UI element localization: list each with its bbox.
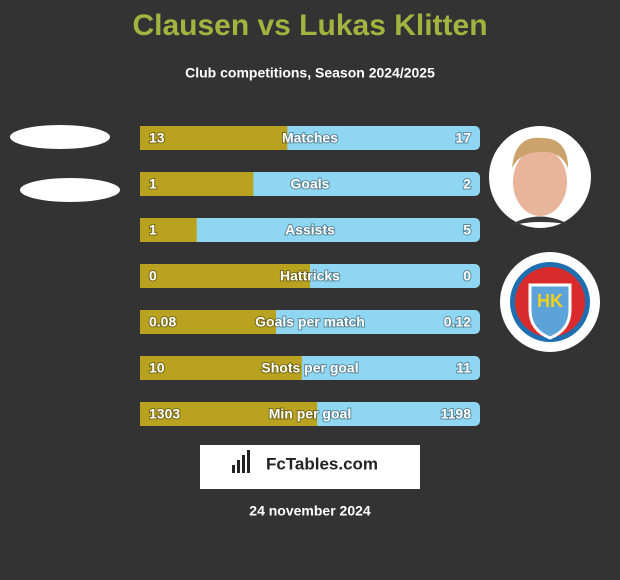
left-value: 0.08	[149, 314, 176, 330]
left-value: 0	[149, 268, 157, 284]
left-value: 1303	[149, 406, 180, 422]
bar-left-cap	[140, 310, 146, 334]
placeholder-oval	[20, 178, 120, 202]
stat-label: Goals per match	[255, 314, 365, 330]
right-value: 1198	[441, 406, 472, 422]
stat-label: Goals	[291, 176, 330, 192]
bar-left-cap	[140, 356, 146, 380]
right-value: 17	[455, 130, 471, 146]
bar-left	[140, 310, 276, 334]
bar-left-cap	[140, 218, 146, 242]
stat-label: Hattricks	[280, 268, 340, 284]
right-value: 0.12	[444, 314, 471, 330]
bar-left	[140, 356, 302, 380]
bar-left	[140, 264, 310, 288]
placeholder-oval	[10, 125, 110, 149]
stat-label: Min per goal	[269, 406, 351, 422]
bar-left	[140, 218, 197, 242]
title: Clausen vs Lukas Klitten	[132, 9, 487, 42]
left-value: 1	[149, 176, 157, 192]
right-value: 5	[463, 222, 471, 238]
bar-left	[140, 402, 318, 426]
right-value: 0	[463, 268, 471, 284]
logo-text: FcTables.com	[266, 454, 378, 473]
club-logo: HK	[500, 252, 600, 352]
left-value: 10	[149, 360, 165, 376]
stat-label: Shots per goal	[261, 360, 358, 376]
bar-left-cap	[140, 126, 146, 150]
date: 24 november 2024	[249, 503, 371, 519]
subtitle: Club competitions, Season 2024/2025	[185, 65, 435, 81]
bar-left-cap	[140, 402, 146, 426]
left-value: 1	[149, 222, 157, 238]
stat-label: Matches	[282, 130, 338, 146]
left-value: 13	[149, 130, 165, 146]
bar-right	[140, 218, 480, 242]
bar-left	[140, 172, 254, 196]
bar-left-cap	[140, 264, 146, 288]
right-value: 11	[456, 360, 471, 376]
stat-label: Assists	[285, 222, 335, 238]
svg-text:HK: HK	[537, 291, 563, 311]
fctables-logo: FcTables.com	[200, 445, 420, 489]
player-photo	[489, 126, 591, 228]
bar-left	[140, 126, 288, 150]
bar-left-cap	[140, 172, 146, 196]
right-value: 2	[463, 176, 471, 192]
